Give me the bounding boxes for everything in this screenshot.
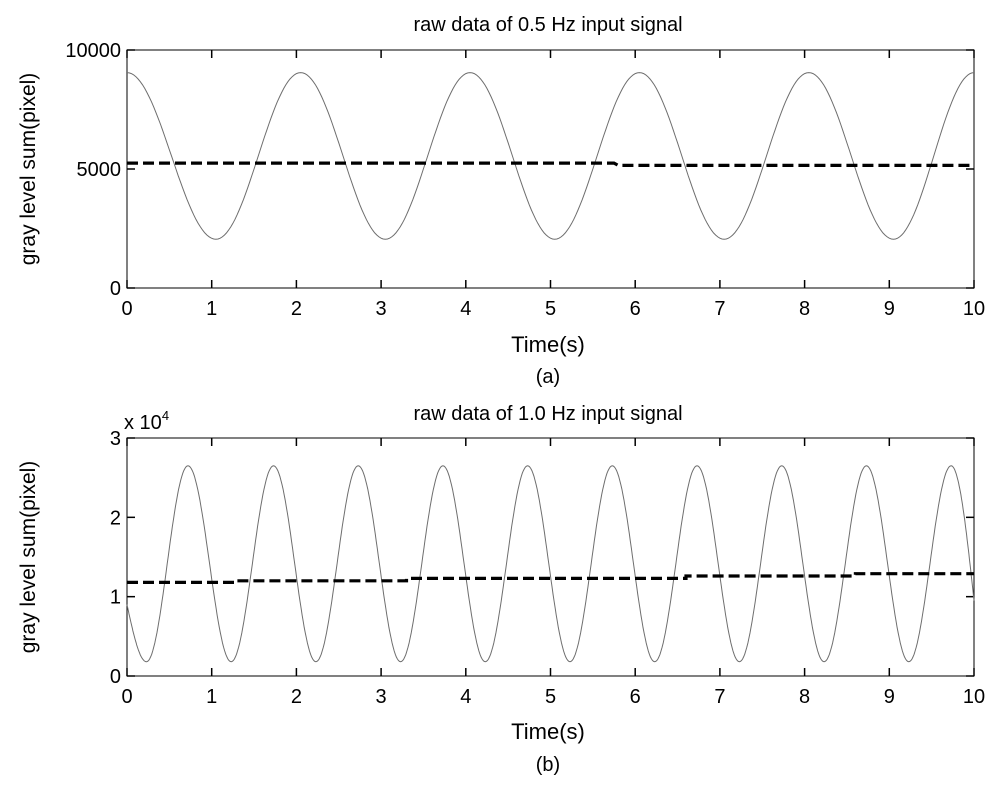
chart-a-xtick-label: 10 bbox=[963, 298, 985, 320]
chart-b-multiplier-base: x 10 bbox=[124, 412, 162, 434]
chart-a-xtick-label: 6 bbox=[630, 298, 641, 320]
chart-a-xtick-label: 3 bbox=[376, 298, 387, 320]
chart-b-multiplier: x 104 bbox=[124, 408, 169, 434]
chart-a-xtick-label: 7 bbox=[714, 298, 725, 320]
chart-a-xlabel: Time(s) bbox=[511, 332, 585, 357]
chart-b-ytick-labels: 0 1 2 3 bbox=[110, 428, 121, 688]
chart-b-plot-frame bbox=[126, 437, 975, 677]
chart-a-ylabel: gray level sum(pixel) bbox=[17, 73, 40, 266]
chart-a-series-mean bbox=[127, 161, 974, 167]
chart-a-series-signal bbox=[126, 72, 975, 240]
chart-b-xtick-label: 4 bbox=[460, 686, 471, 708]
chart-a-xtick-label: 4 bbox=[460, 298, 471, 320]
chart-a-xtick-label: 0 bbox=[121, 298, 132, 320]
chart-b-series-signal bbox=[126, 465, 975, 663]
chart-b-ticks bbox=[126, 437, 975, 677]
chart-b-xtick-label: 6 bbox=[630, 686, 641, 708]
chart-a-xtick-label: 8 bbox=[799, 298, 810, 320]
chart-a-xtick-label: 9 bbox=[884, 298, 895, 320]
chart-b-series-mean bbox=[127, 572, 974, 584]
chart-a-ytick-label: 0 bbox=[110, 278, 121, 300]
chart-b-xtick-labels: 0 1 2 3 4 5 6 7 8 9 10 bbox=[121, 686, 985, 708]
chart-b-xtick-label: 0 bbox=[121, 686, 132, 708]
chart-b-ytick-label: 0 bbox=[110, 666, 121, 688]
chart-b-ylabel: gray level sum(pixel) bbox=[17, 461, 40, 654]
chart-b-xtick-label: 8 bbox=[799, 686, 810, 708]
chart-b-xlabel: Time(s) bbox=[511, 719, 585, 744]
chart-b-ytick-label: 2 bbox=[110, 507, 121, 529]
chart-b-xtick-label: 9 bbox=[884, 686, 895, 708]
chart-b-xtick-label: 10 bbox=[963, 686, 985, 708]
chart-a-ticks bbox=[126, 49, 975, 289]
chart-b-ytick-label: 1 bbox=[110, 587, 121, 609]
chart-b-multiplier-exponent: 4 bbox=[162, 408, 169, 423]
chart-b-xtick-label: 1 bbox=[206, 686, 217, 708]
chart-a-ytick-labels: 0 5000 10000 bbox=[65, 40, 121, 300]
chart-a-xtick-label: 1 bbox=[206, 298, 217, 320]
chart-b-ytick-label: 3 bbox=[110, 428, 121, 450]
chart-b-xtick-label: 5 bbox=[545, 686, 556, 708]
chart-a-title: raw data of 0.5 Hz input signal bbox=[413, 14, 682, 36]
chart-a-xtick-labels: 0 1 2 3 4 5 6 7 8 9 10 bbox=[121, 298, 985, 320]
chart-a-caption: (a) bbox=[536, 366, 560, 388]
chart-a: raw data of 0.5 Hz input signal 0 1 2 3 4 5 6 7… bbox=[17, 14, 985, 388]
chart-a-xtick-label: 2 bbox=[291, 298, 302, 320]
chart-b-title: raw data of 1.0 Hz input signal bbox=[413, 403, 682, 425]
chart-b-xtick-label: 7 bbox=[714, 686, 725, 708]
chart-b-caption: (b) bbox=[536, 754, 560, 776]
chart-b-xtick-label: 3 bbox=[376, 686, 387, 708]
chart-a-ytick-label: 5000 bbox=[77, 159, 122, 181]
chart-a-ytick-label: 10000 bbox=[65, 40, 121, 62]
chart-b-xtick-label: 2 bbox=[291, 686, 302, 708]
chart-a-xtick-label: 5 bbox=[545, 298, 556, 320]
